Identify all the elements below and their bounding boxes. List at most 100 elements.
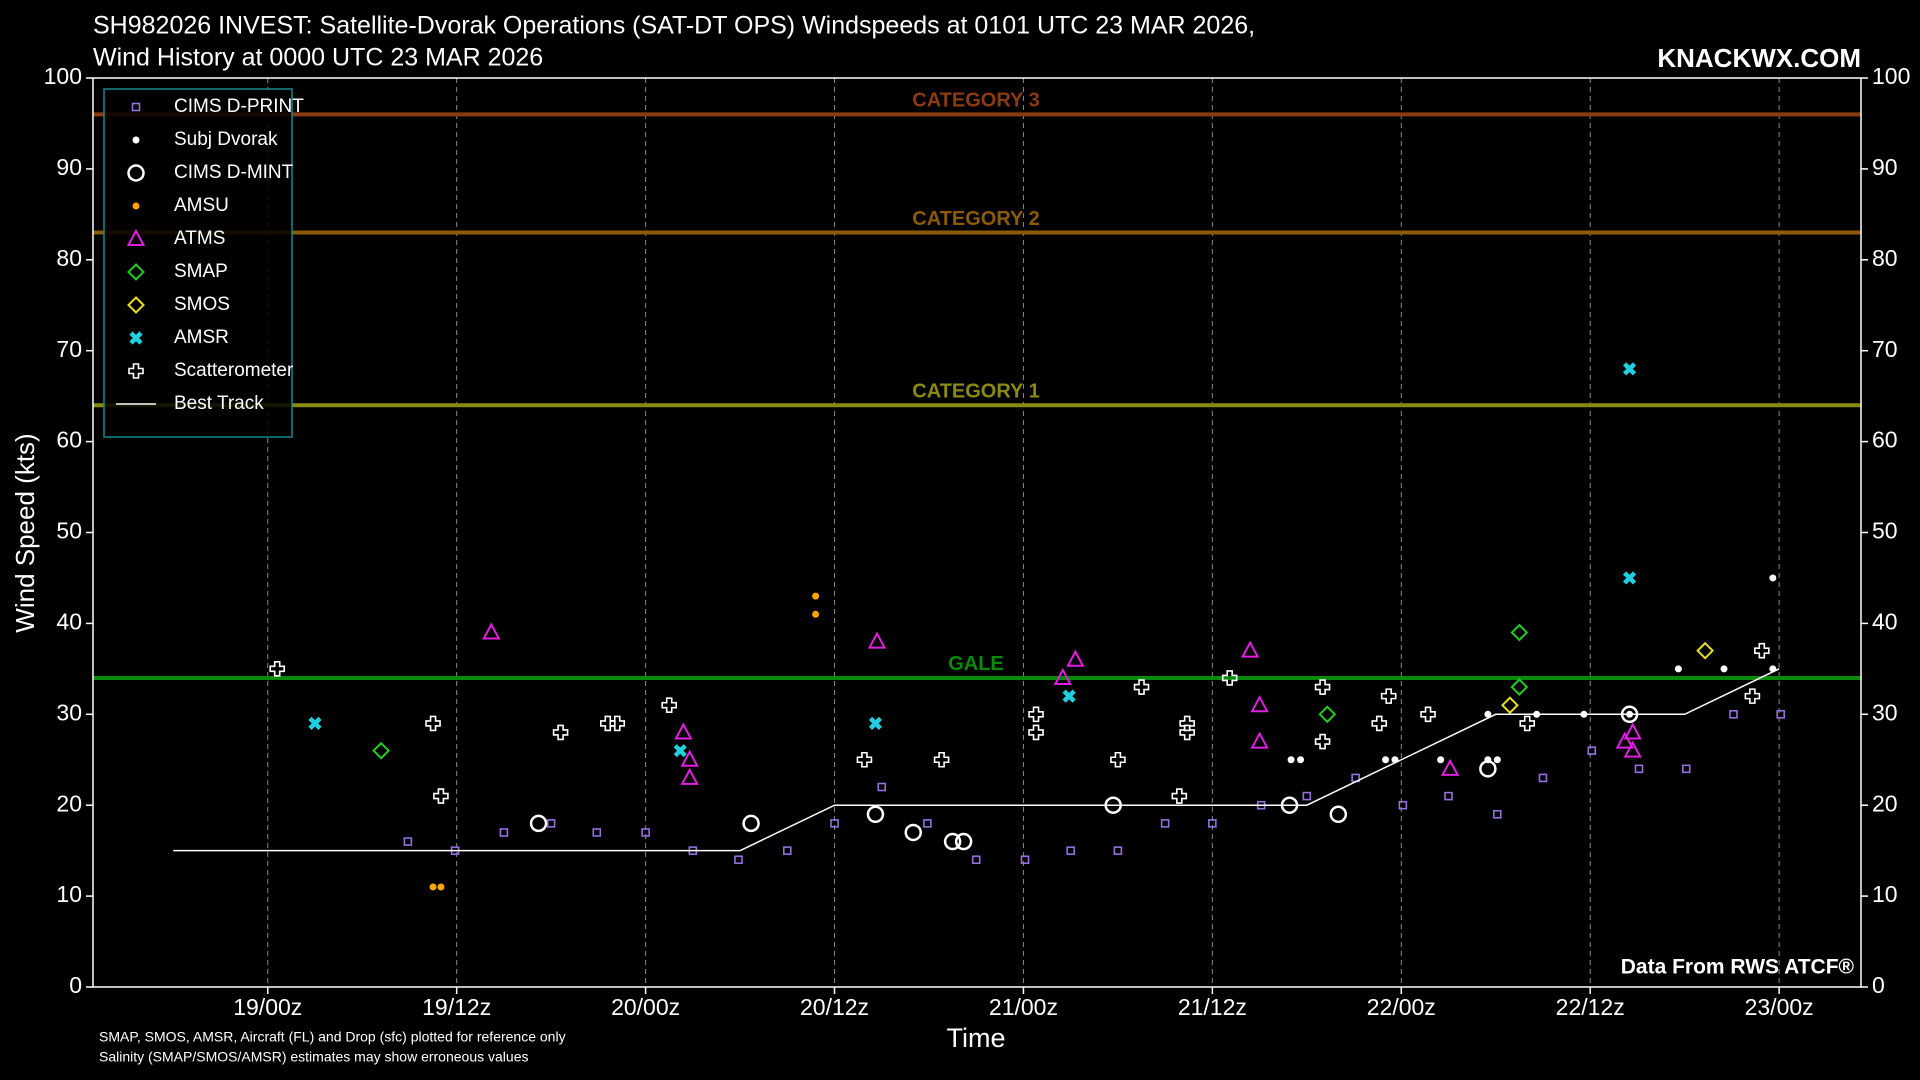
data-point xyxy=(1240,640,1260,658)
data-point xyxy=(1066,846,1075,855)
reference-label: GALE xyxy=(948,653,1004,675)
data-point xyxy=(1302,791,1312,801)
data-point xyxy=(269,661,285,677)
y-tick-label: 0 xyxy=(69,972,82,998)
data-point xyxy=(600,715,616,732)
x-tick-label: 21/12z xyxy=(1178,994,1247,1020)
chart-title: SH982026 INVEST: Satellite-Dvorak Operat… xyxy=(93,12,1255,40)
data-point xyxy=(1440,758,1460,776)
x-tick-label: 22/12z xyxy=(1556,994,1625,1020)
y-tick-label: 80 xyxy=(56,245,82,271)
data-point xyxy=(1510,678,1529,696)
data-point xyxy=(661,697,678,714)
data-point xyxy=(429,883,437,891)
data-point xyxy=(1681,764,1691,774)
data-point xyxy=(680,767,699,785)
data-point xyxy=(1615,731,1635,749)
data-point xyxy=(1053,667,1072,685)
y2-tick-label: 100 xyxy=(1872,63,1910,89)
y-tick-label: 10 xyxy=(56,881,82,907)
data-point xyxy=(1776,709,1786,719)
data-point xyxy=(1538,773,1548,783)
data-point xyxy=(1179,724,1195,741)
data-point xyxy=(1113,846,1123,855)
data-point xyxy=(403,837,413,846)
legend-marker xyxy=(129,331,143,345)
data-point xyxy=(552,724,569,741)
data-point xyxy=(1171,788,1188,804)
data-point xyxy=(923,819,932,828)
data-point xyxy=(1380,688,1397,704)
y2-tick-label: 20 xyxy=(1872,790,1898,816)
data-point xyxy=(499,828,509,837)
data-point xyxy=(943,832,962,851)
data-point xyxy=(734,855,743,865)
data-point xyxy=(1371,715,1388,732)
y2-tick-label: 50 xyxy=(1872,518,1898,544)
data-point xyxy=(1314,733,1331,750)
data-point xyxy=(1160,819,1170,828)
data-point xyxy=(1623,740,1642,758)
legend-marker xyxy=(127,296,145,314)
legend-label: SMAP xyxy=(174,261,228,282)
reference-label: CATEGORY 1 xyxy=(912,381,1039,403)
y2-tick-label: 30 xyxy=(1872,699,1898,725)
data-point xyxy=(592,828,602,837)
data-point xyxy=(425,715,441,732)
data-point xyxy=(1318,705,1337,724)
data-point xyxy=(641,828,650,837)
data-point xyxy=(1623,722,1642,740)
y-axis-label: Wind Speed (kts) xyxy=(10,433,40,632)
data-point xyxy=(1420,706,1436,723)
data-point xyxy=(482,622,501,640)
y-tick-label: 40 xyxy=(56,608,82,634)
data-point xyxy=(372,741,391,760)
data-point xyxy=(954,832,973,851)
y-tick-label: 30 xyxy=(56,699,82,725)
data-point xyxy=(812,610,820,618)
x-tick-label: 20/00z xyxy=(611,994,680,1020)
legend-marker xyxy=(127,263,145,281)
watermark: KNACKWX.COM xyxy=(1657,43,1861,73)
data-point xyxy=(1479,760,1497,778)
y2-tick-label: 70 xyxy=(1872,336,1898,362)
data-point xyxy=(1020,855,1030,865)
data-point xyxy=(1133,679,1150,695)
data-point xyxy=(1510,623,1529,642)
data-point xyxy=(673,744,687,758)
x-tick-label: 19/12z xyxy=(422,994,491,1020)
x-tick-label: 19/00z xyxy=(233,994,302,1020)
y-tick-label: 60 xyxy=(56,427,82,453)
data-point xyxy=(812,592,820,600)
data-point xyxy=(1250,731,1269,749)
data-point xyxy=(1754,642,1770,659)
legend-label: AMSR xyxy=(174,327,229,348)
reference-label: CATEGORY 2 xyxy=(912,208,1039,230)
best-track-line xyxy=(173,668,1780,852)
data-point xyxy=(1062,689,1076,703)
data-point xyxy=(1587,746,1597,755)
data-point xyxy=(1744,688,1761,704)
data-point xyxy=(933,751,950,768)
data-point xyxy=(674,722,693,740)
y-tick-label: 20 xyxy=(56,790,82,816)
data-point xyxy=(1493,756,1501,764)
y2-tick-label: 0 xyxy=(1872,972,1885,998)
data-point xyxy=(437,883,445,891)
data-point xyxy=(866,805,885,824)
data-point xyxy=(877,782,887,792)
x-tick-label: 22/00z xyxy=(1367,994,1436,1020)
data-point xyxy=(1769,574,1777,582)
legend-label: CIMS D-PRINT xyxy=(174,96,304,117)
legend-marker xyxy=(132,136,140,144)
data-point xyxy=(546,819,556,828)
data-point xyxy=(856,751,873,768)
legend-label: Best Track xyxy=(174,393,264,414)
legend-marker xyxy=(132,202,140,210)
chart-subtitle: Wind History at 0000 UTC 23 MAR 2026 xyxy=(93,44,543,72)
legend-label: AMSU xyxy=(174,195,229,216)
data-point xyxy=(1028,706,1044,723)
data-point xyxy=(1250,695,1269,713)
